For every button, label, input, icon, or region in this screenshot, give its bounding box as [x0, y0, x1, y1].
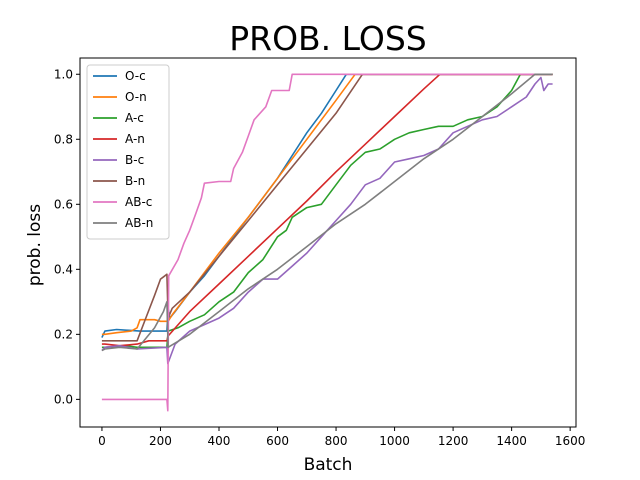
- series-line-o-c: [101, 73, 553, 338]
- x-tick-label: 200: [149, 434, 172, 448]
- series-line-ab-n: [101, 73, 553, 352]
- y-tick-label: 1.0: [54, 67, 73, 81]
- legend-label: A-c: [125, 111, 144, 125]
- series-line-b-c: [101, 76, 553, 365]
- x-tick-label: 1200: [438, 434, 469, 448]
- x-tick-label: 1600: [555, 434, 586, 448]
- series-line-ab-c: [101, 73, 553, 412]
- legend-label: AB-c: [125, 195, 152, 209]
- x-tick-label: 400: [208, 434, 231, 448]
- y-tick-label: 0.2: [54, 327, 73, 341]
- plot-lines: [101, 73, 553, 412]
- series-line-a-n: [101, 73, 553, 347]
- x-tick-label: 600: [266, 434, 289, 448]
- x-tick-label: 0: [98, 434, 106, 448]
- x-tick-label: 800: [325, 434, 348, 448]
- legend-label: O-c: [125, 69, 146, 83]
- series-line-a-c: [101, 73, 553, 349]
- x-axis-label: Batch: [304, 455, 353, 475]
- x-axis-ticks: 0 200 400 600 800 1000 1200 1400 1600: [98, 427, 585, 448]
- chart-title: PROB. LOSS: [229, 19, 427, 58]
- x-tick-label: 1000: [379, 434, 410, 448]
- legend: O-c O-n A-c A-n B-c B-n AB-c AB-n: [86, 64, 170, 240]
- y-axis-ticks: 0.0 0.2 0.4 0.6 0.8 1.0: [54, 67, 80, 406]
- legend-label: B-n: [125, 174, 145, 188]
- legend-box: [86, 64, 170, 240]
- legend-label: A-n: [125, 132, 145, 146]
- legend-label: AB-n: [125, 216, 153, 230]
- plot-frame: [79, 57, 577, 428]
- x-tick-label: 1400: [496, 434, 527, 448]
- y-axis-label: prob. loss: [25, 204, 45, 286]
- legend-label: B-c: [125, 153, 144, 167]
- y-tick-label: 0.8: [54, 132, 73, 146]
- y-tick-label: 0.0: [54, 392, 73, 406]
- legend-label: O-n: [125, 90, 147, 104]
- y-tick-label: 0.6: [54, 197, 73, 211]
- y-tick-label: 0.4: [54, 262, 73, 276]
